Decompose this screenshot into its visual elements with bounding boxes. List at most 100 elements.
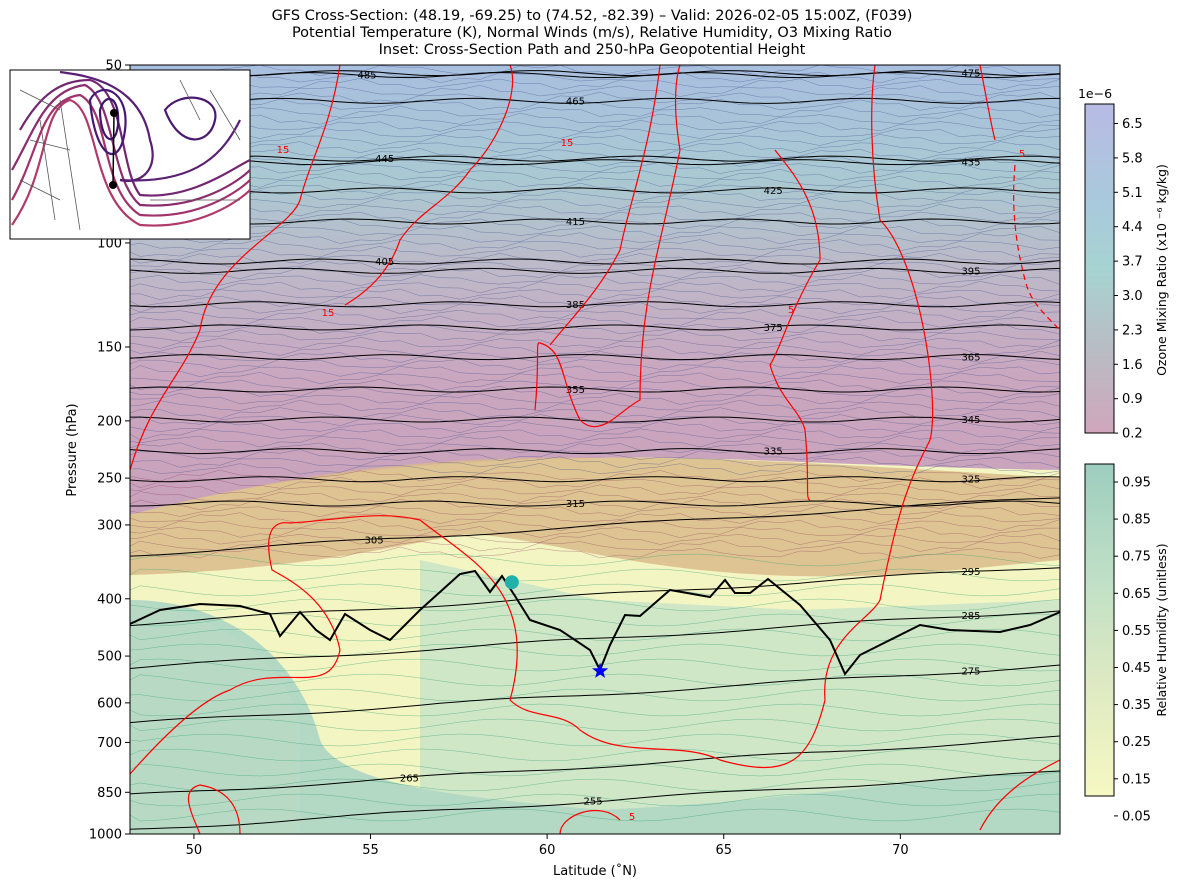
thin-contour (130, 112, 1060, 125)
thin-contour (130, 343, 1060, 356)
colorbar-tick-label: 2.3 (1122, 323, 1143, 338)
isentrope-line (130, 416, 1060, 423)
thin-contour (130, 119, 1060, 132)
isentrope-label: 475 (961, 69, 980, 80)
thin-contour (130, 336, 1060, 349)
isentrope-line (130, 324, 1060, 331)
x-tick-label: 50 (186, 843, 203, 858)
rh-contour (130, 613, 1060, 627)
markers (504, 575, 609, 678)
isentrope-label: 285 (961, 611, 980, 622)
ozone-colorbar-offset: 1e−6 (1078, 86, 1112, 101)
wind-contour (559, 810, 621, 834)
colorbar-tick-label: 0.75 (1122, 550, 1151, 565)
thin-contour (130, 281, 1060, 294)
ozone-colorbar-label: Ozone Mixing Ratio (x10 ⁻⁶ kg/kg) (1154, 164, 1169, 376)
isentrope-line (130, 159, 1060, 166)
thin-contour (130, 463, 1060, 475)
thin-contour (130, 252, 1060, 265)
thin-contour (130, 71, 1060, 84)
y-tick-label: 100 (97, 236, 122, 251)
isentrope-label: 425 (764, 186, 783, 197)
isentrope-label: 395 (961, 266, 980, 277)
isentrope-label: 485 (357, 71, 376, 82)
colorbar-tick-label: 0.45 (1122, 661, 1151, 676)
y-tick-label: 500 (97, 650, 122, 665)
rh-contour (130, 628, 1060, 642)
rh-colorbar-label: Relative Humidity (unitless) (1154, 543, 1169, 716)
isentrope-line (130, 301, 1060, 308)
thin-contour (130, 91, 1060, 104)
colorbar-tick-label: 0.05 (1122, 809, 1151, 824)
y-tick-label: 700 (97, 736, 122, 751)
circle-marker (504, 575, 519, 590)
thin-contour (130, 266, 1060, 280)
rh-contour (130, 583, 1060, 597)
colorbar-tick-label: 0.35 (1122, 698, 1151, 713)
thin-contour (130, 392, 1060, 405)
wind-contour (979, 65, 996, 141)
thin-contour (130, 512, 1060, 525)
wind-contour (130, 65, 934, 775)
rh-contour (130, 643, 1060, 657)
isentrope-label: 305 (365, 535, 384, 546)
y-tick-label: 300 (97, 518, 122, 533)
thin-contour (130, 295, 1060, 308)
rh-contour (130, 718, 1060, 732)
rh-contour (130, 778, 1060, 792)
thin-contour (130, 84, 1060, 97)
wind-contour (344, 65, 514, 306)
thin-contour (130, 161, 1060, 174)
isentrope-label: 315 (566, 499, 585, 510)
isentrope-label: 255 (584, 797, 603, 808)
isentrope-line (130, 567, 1060, 627)
y-tick-label: 250 (97, 472, 122, 487)
thin-contour (130, 519, 1060, 532)
thin-contour (130, 225, 1060, 238)
colorbar-tick-label: 0.2 (1122, 427, 1143, 442)
isentrope-line (130, 72, 1060, 79)
thin-contour (130, 456, 1060, 469)
colorbar-tick-label: 3.7 (1122, 255, 1143, 270)
colorbar-tick-label: 3.0 (1122, 289, 1143, 304)
thin-contour (130, 182, 1060, 195)
rh-contour (130, 733, 1060, 747)
thin-contour (130, 168, 1060, 181)
thin-contour (130, 399, 1060, 412)
isentrope-line (130, 258, 1060, 265)
isentrope-line (130, 386, 1060, 393)
x-axis-label: Latitude (˚N) (553, 863, 637, 879)
ozone-orange-band (130, 457, 1060, 577)
thin-contour (130, 245, 1060, 259)
rh-contour (130, 793, 1060, 807)
x-tick-label: 65 (715, 843, 732, 858)
colorbar-tick-label: 0.55 (1122, 624, 1151, 639)
isentrope-label: 275 (961, 667, 980, 678)
isentrope-line (130, 735, 1060, 795)
wind-label: 15 (561, 138, 574, 149)
ozone-colorbar: 1e−6 6.5 5.8 5.1 4.4 3.7 3.0 2.3 1.6 0.9 0.2 Ozon… (1078, 86, 1169, 442)
isentrope-label: 325 (961, 475, 980, 486)
thin-contour (130, 406, 1060, 419)
y-tick-label: 600 (97, 696, 122, 711)
y-tick-label: 200 (97, 414, 122, 429)
wind-contour (130, 65, 341, 471)
isentrope-label: 385 (566, 300, 585, 311)
isentrope-label: 365 (961, 353, 980, 364)
thin-contour (130, 232, 1060, 245)
isentrope-line (130, 267, 1060, 274)
rh-fill-wet (130, 600, 1060, 834)
isentrope-line (130, 354, 1060, 361)
wind-contour (549, 65, 661, 346)
rh-contour (130, 763, 1060, 777)
y-tick-label: 400 (97, 592, 122, 607)
thin-contour (130, 141, 1060, 153)
thin-contour (130, 435, 1060, 448)
thin-contour (130, 483, 1060, 496)
thin-contour (130, 490, 1060, 503)
thin-contour (130, 308, 1060, 322)
chart-title-line1: GFS Cross-Section: (48.19, -69.25) to (7… (271, 8, 913, 24)
